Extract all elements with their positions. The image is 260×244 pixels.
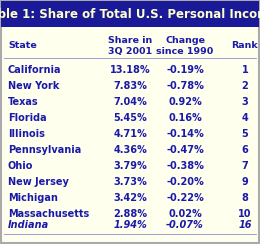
Text: 1.94%: 1.94% xyxy=(113,220,147,230)
Text: -0.14%: -0.14% xyxy=(166,129,204,139)
Text: 0.16%: 0.16% xyxy=(168,113,202,123)
Text: Michigan: Michigan xyxy=(8,193,58,203)
Text: -0.38%: -0.38% xyxy=(166,161,204,171)
Text: 7: 7 xyxy=(242,161,248,171)
Text: Florida: Florida xyxy=(8,113,47,123)
Text: 4: 4 xyxy=(242,113,248,123)
Text: 3.79%: 3.79% xyxy=(113,161,147,171)
Text: 3: 3 xyxy=(242,97,248,107)
Text: Massachusetts: Massachusetts xyxy=(8,209,89,219)
Text: -0.07%: -0.07% xyxy=(166,220,204,230)
Text: 4.36%: 4.36% xyxy=(113,145,147,155)
Text: 0.92%: 0.92% xyxy=(168,97,202,107)
Text: 9: 9 xyxy=(242,177,248,187)
Text: 5.45%: 5.45% xyxy=(113,113,147,123)
Text: Change
since 1990: Change since 1990 xyxy=(156,36,214,56)
Text: 7.04%: 7.04% xyxy=(113,97,147,107)
Text: 6: 6 xyxy=(242,145,248,155)
Text: Texas: Texas xyxy=(8,97,39,107)
Text: Illinois: Illinois xyxy=(8,129,45,139)
Text: -0.20%: -0.20% xyxy=(166,177,204,187)
Text: 5: 5 xyxy=(242,129,248,139)
Text: 2: 2 xyxy=(242,81,248,91)
Text: State: State xyxy=(8,41,37,51)
Text: 2.88%: 2.88% xyxy=(113,209,147,219)
Text: New Jersey: New Jersey xyxy=(8,177,69,187)
Text: 3.73%: 3.73% xyxy=(113,177,147,187)
Text: 7.83%: 7.83% xyxy=(113,81,147,91)
Text: -0.19%: -0.19% xyxy=(166,65,204,75)
Text: Pennsylvania: Pennsylvania xyxy=(8,145,81,155)
Text: New York: New York xyxy=(8,81,59,91)
Text: -0.47%: -0.47% xyxy=(166,145,204,155)
Text: 13.18%: 13.18% xyxy=(110,65,150,75)
Text: Share in
3Q 2001: Share in 3Q 2001 xyxy=(108,36,152,56)
Text: Ohio: Ohio xyxy=(8,161,33,171)
Text: 4.71%: 4.71% xyxy=(113,129,147,139)
Text: 8: 8 xyxy=(242,193,249,203)
Text: 10: 10 xyxy=(238,209,252,219)
Text: Table 1: Share of Total U.S. Personal Income: Table 1: Share of Total U.S. Personal In… xyxy=(0,8,260,20)
Text: 1: 1 xyxy=(242,65,248,75)
Text: 0.02%: 0.02% xyxy=(168,209,202,219)
Text: Indiana: Indiana xyxy=(8,220,49,230)
Text: 16: 16 xyxy=(238,220,252,230)
Text: -0.78%: -0.78% xyxy=(166,81,204,91)
Text: -0.22%: -0.22% xyxy=(166,193,204,203)
Bar xyxy=(1,1,259,27)
Text: California: California xyxy=(8,65,62,75)
Text: 3.42%: 3.42% xyxy=(113,193,147,203)
Text: Rank: Rank xyxy=(232,41,258,51)
